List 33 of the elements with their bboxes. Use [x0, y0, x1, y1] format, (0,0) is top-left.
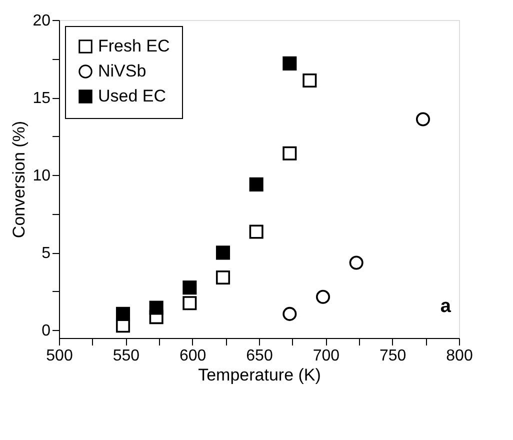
y-tick-label: 10 — [32, 168, 51, 185]
point — [149, 300, 164, 315]
x-tick-label: 550 — [112, 348, 140, 364]
point — [302, 73, 317, 88]
point — [182, 280, 197, 295]
point — [349, 256, 364, 270]
legend-label: Fresh EC — [98, 36, 170, 56]
point — [416, 112, 430, 126]
point — [249, 177, 264, 192]
annotation: a — [440, 296, 452, 317]
y-axis-title: Conversion (%) — [10, 120, 29, 238]
x-tick-label: 800 — [446, 348, 473, 364]
point — [249, 224, 264, 239]
x-tick-label: 700 — [312, 348, 340, 364]
x-axis-title: Temperature (K) — [198, 366, 321, 384]
point — [216, 270, 230, 285]
legend-label: Used EC — [98, 86, 166, 106]
point — [282, 306, 297, 321]
y-tick-label: 0 — [42, 322, 51, 340]
x-tick-label: 650 — [246, 348, 273, 364]
y-tick-label: 20 — [32, 12, 51, 30]
x-tick-label: 600 — [179, 348, 206, 364]
point — [182, 296, 197, 310]
point — [282, 146, 297, 160]
point — [216, 246, 230, 260]
point — [116, 306, 130, 321]
legend-label: NiVSb — [98, 62, 146, 80]
point — [282, 56, 297, 70]
y-tick-label: 15 — [32, 90, 51, 108]
y-tick-label: 5 — [42, 245, 51, 262]
x-tick-label: 500 — [46, 348, 73, 364]
x-tick-label: 750 — [379, 348, 406, 364]
point — [316, 290, 330, 304]
